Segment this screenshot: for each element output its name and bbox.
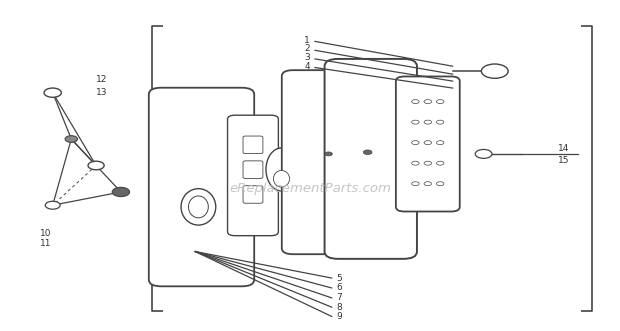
Text: 3: 3 [304, 53, 310, 62]
Ellipse shape [273, 170, 290, 187]
Text: 14: 14 [558, 144, 569, 154]
Circle shape [412, 141, 419, 145]
Circle shape [325, 152, 332, 156]
Circle shape [424, 161, 432, 165]
Ellipse shape [181, 189, 216, 225]
Text: 4: 4 [304, 62, 310, 71]
Circle shape [363, 150, 372, 155]
Text: 11: 11 [40, 239, 52, 248]
Text: 13: 13 [96, 88, 108, 97]
FancyBboxPatch shape [396, 76, 459, 212]
Text: 15: 15 [558, 156, 570, 165]
Ellipse shape [188, 196, 208, 218]
Circle shape [65, 136, 78, 142]
Ellipse shape [266, 148, 297, 191]
Text: 2: 2 [304, 44, 310, 54]
Circle shape [44, 88, 61, 97]
FancyBboxPatch shape [243, 161, 263, 178]
Circle shape [112, 187, 130, 197]
Circle shape [476, 150, 492, 159]
Circle shape [436, 120, 444, 124]
Circle shape [88, 161, 104, 170]
Circle shape [424, 100, 432, 104]
Circle shape [424, 120, 432, 124]
Circle shape [436, 182, 444, 186]
Text: 5: 5 [337, 273, 342, 283]
Circle shape [412, 120, 419, 124]
Text: 7: 7 [337, 293, 342, 303]
Text: 12: 12 [96, 75, 107, 84]
Circle shape [412, 100, 419, 104]
Text: 8: 8 [337, 303, 342, 312]
Text: 10: 10 [40, 229, 52, 238]
Text: 1: 1 [304, 35, 310, 45]
Text: 6: 6 [337, 283, 342, 293]
Circle shape [412, 161, 419, 165]
Circle shape [436, 161, 444, 165]
Text: 9: 9 [337, 312, 342, 321]
Text: eReplacementParts.com: eReplacementParts.com [229, 182, 391, 195]
FancyBboxPatch shape [325, 59, 417, 259]
Circle shape [481, 64, 508, 78]
Circle shape [436, 141, 444, 145]
FancyBboxPatch shape [243, 136, 263, 154]
FancyBboxPatch shape [243, 186, 263, 203]
FancyBboxPatch shape [228, 115, 278, 236]
Circle shape [424, 141, 432, 145]
Circle shape [424, 182, 432, 186]
FancyBboxPatch shape [281, 70, 363, 254]
Circle shape [45, 201, 60, 209]
FancyBboxPatch shape [149, 88, 254, 286]
Circle shape [436, 100, 444, 104]
Circle shape [412, 182, 419, 186]
